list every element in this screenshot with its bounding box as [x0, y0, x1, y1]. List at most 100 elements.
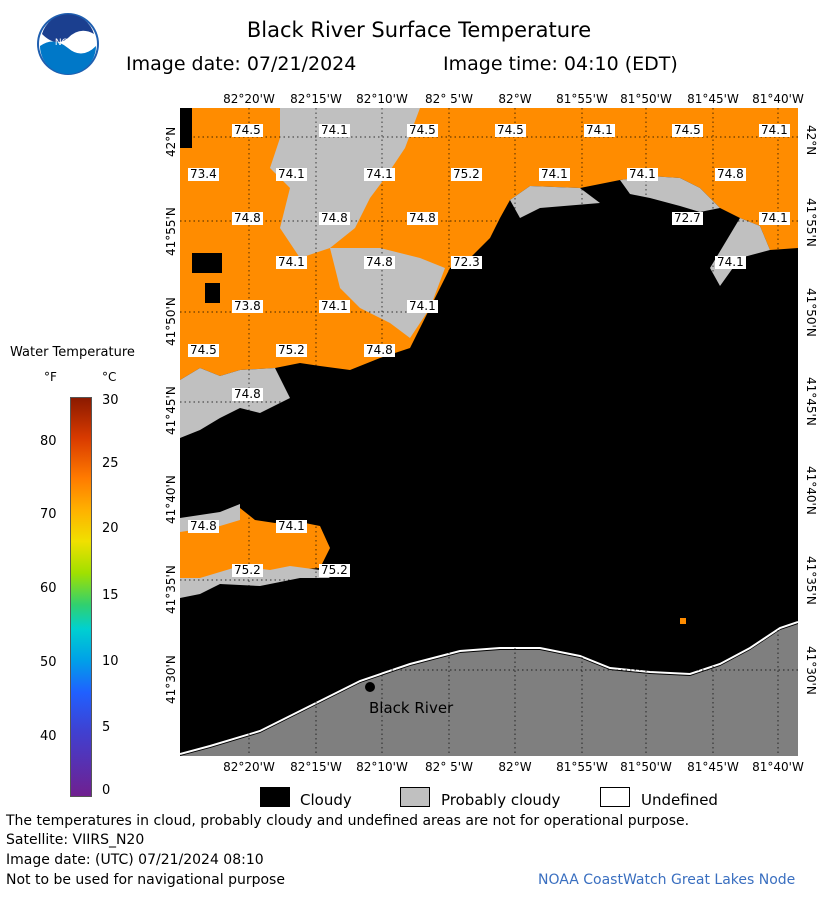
- temp-label: 74.5: [407, 123, 438, 137]
- legend-cloudy-label: Cloudy: [300, 791, 352, 809]
- lon-label-top: 82°W: [498, 92, 532, 106]
- temp-label: 74.8: [715, 167, 746, 181]
- satellite-text: Satellite: VIIRS_N20: [6, 832, 145, 848]
- lon-label-bottom: 81°55'W: [556, 760, 608, 774]
- c-tick: 20: [102, 521, 119, 536]
- f-tick: 40: [40, 729, 57, 744]
- f-tick: 60: [40, 581, 57, 596]
- f-tick: 70: [40, 507, 57, 522]
- unit-fahrenheit: °F: [44, 370, 57, 384]
- temp-label: 72.3: [451, 255, 482, 269]
- lon-label-bottom: 81°45'W: [687, 760, 739, 774]
- temp-label: 74.1: [584, 123, 615, 137]
- lat-label-left: 41°45'N: [164, 386, 178, 435]
- temp-label: 74.1: [539, 167, 570, 181]
- lat-label-left: 41°50'N: [164, 297, 178, 346]
- c-tick: 25: [102, 456, 119, 471]
- temp-label: 74.1: [276, 255, 307, 269]
- temp-label: 72.7: [672, 211, 703, 225]
- land-area: [180, 624, 798, 756]
- temp-label: 74.5: [495, 123, 526, 137]
- lat-label-left: 41°35'N: [164, 565, 178, 614]
- probably-cloudy-west: [180, 368, 290, 438]
- lat-label-right: 41°35'N: [804, 556, 818, 605]
- probably-cloudy-east: [620, 176, 720, 212]
- lat-label-right: 41°30'N: [804, 646, 818, 695]
- lon-label-bottom: 82°20'W: [223, 760, 275, 774]
- c-tick: 30: [102, 393, 119, 408]
- navigation-warning: Not to be used for navigational purpose: [6, 872, 285, 888]
- temp-label: 74.8: [232, 211, 263, 225]
- f-tick: 80: [40, 434, 57, 449]
- lat-label-left: 41°40'N: [164, 475, 178, 524]
- probably-cloudy-mid: [330, 248, 445, 338]
- c-tick: 10: [102, 654, 119, 669]
- temp-label: 74.8: [407, 211, 438, 225]
- svg-text:NOAA: NOAA: [55, 38, 82, 48]
- disclaimer-text: The temperatures in cloud, probably clou…: [6, 813, 690, 829]
- lat-label-right: 41°50'N: [804, 288, 818, 337]
- legend-probably-cloudy-swatch: [400, 787, 430, 807]
- lon-label-top: 82° 5'W: [425, 92, 473, 106]
- lon-label-top: 82°10'W: [356, 92, 408, 106]
- lon-label-top: 81°50'W: [620, 92, 672, 106]
- c-tick: 0: [102, 783, 111, 798]
- temp-label: 74.5: [232, 123, 263, 137]
- lon-label-top: 82°20'W: [223, 92, 275, 106]
- temperature-map: Black River: [180, 108, 798, 756]
- lat-label-right: 41°45'N: [804, 377, 818, 426]
- temp-label: 73.8: [232, 299, 263, 313]
- lat-label-left: 42°N: [164, 126, 178, 157]
- temp-label: 74.1: [715, 255, 746, 269]
- temp-label: 74.5: [188, 343, 219, 357]
- image-time: Image time: 04:10 (EDT): [443, 53, 678, 75]
- lon-label-bottom: 82°W: [498, 760, 532, 774]
- black-river-label: Black River: [369, 699, 454, 717]
- lat-label-left: 41°55'N: [164, 207, 178, 256]
- temp-label: 74.1: [759, 123, 790, 137]
- temp-label: 74.1: [319, 299, 350, 313]
- black-river-marker: [365, 682, 375, 692]
- temp-label: 74.8: [319, 211, 350, 225]
- probably-cloudy-north: [270, 108, 420, 258]
- lat-label-left: 41°30'N: [164, 655, 178, 704]
- map-title: Black River Surface Temperature: [246, 18, 592, 42]
- temp-label: 75.2: [319, 563, 350, 577]
- temp-label: 74.1: [627, 167, 658, 181]
- temp-label: 75.2: [451, 167, 482, 181]
- lat-label-right: 41°55'N: [804, 198, 818, 247]
- temp-label: 74.1: [319, 123, 350, 137]
- temp-label: 74.1: [407, 299, 438, 313]
- lon-label-top: 81°40'W: [752, 92, 804, 106]
- temp-label: 75.2: [276, 343, 307, 357]
- probably-cloudy-east-edge: [710, 218, 770, 286]
- lon-label-bottom: 81°40'W: [752, 760, 804, 774]
- c-tick: 5: [102, 720, 111, 735]
- temp-label: 74.8: [364, 255, 395, 269]
- temp-label: 74.1: [276, 167, 307, 181]
- temp-label: 74.1: [759, 211, 790, 225]
- temp-label: 74.1: [364, 167, 395, 181]
- lat-label-right: 42°N: [804, 125, 818, 156]
- legend-undefined-swatch: [600, 787, 630, 807]
- credit-text: NOAA CoastWatch Great Lakes Node: [538, 872, 796, 888]
- temp-label: 74.8: [188, 519, 219, 533]
- lon-label-top: 81°55'W: [556, 92, 608, 106]
- temp-label: 74.8: [364, 343, 395, 357]
- utc-date-text: Image date: (UTC) 07/21/2024 08:10: [6, 852, 264, 868]
- image-date: Image date: 07/21/2024: [126, 53, 357, 75]
- lon-label-top: 81°45'W: [687, 92, 739, 106]
- legend-cloudy-swatch: [260, 787, 290, 807]
- probably-cloudy-center: [510, 186, 600, 218]
- color-scale-bar: [70, 397, 92, 797]
- temp-label: 74.1: [276, 519, 307, 533]
- lon-label-top: 82°15'W: [290, 92, 342, 106]
- lon-label-bottom: 81°50'W: [620, 760, 672, 774]
- noaa-logo: NOAA: [37, 13, 99, 75]
- lat-label-right: 41°40'N: [804, 466, 818, 515]
- lon-label-bottom: 82° 5'W: [425, 760, 473, 774]
- c-tick: 15: [102, 588, 119, 603]
- color-scale-title: Water Temperature: [10, 345, 135, 360]
- legend-probably-cloudy-label: Probably cloudy: [441, 791, 561, 809]
- lon-label-bottom: 82°10'W: [356, 760, 408, 774]
